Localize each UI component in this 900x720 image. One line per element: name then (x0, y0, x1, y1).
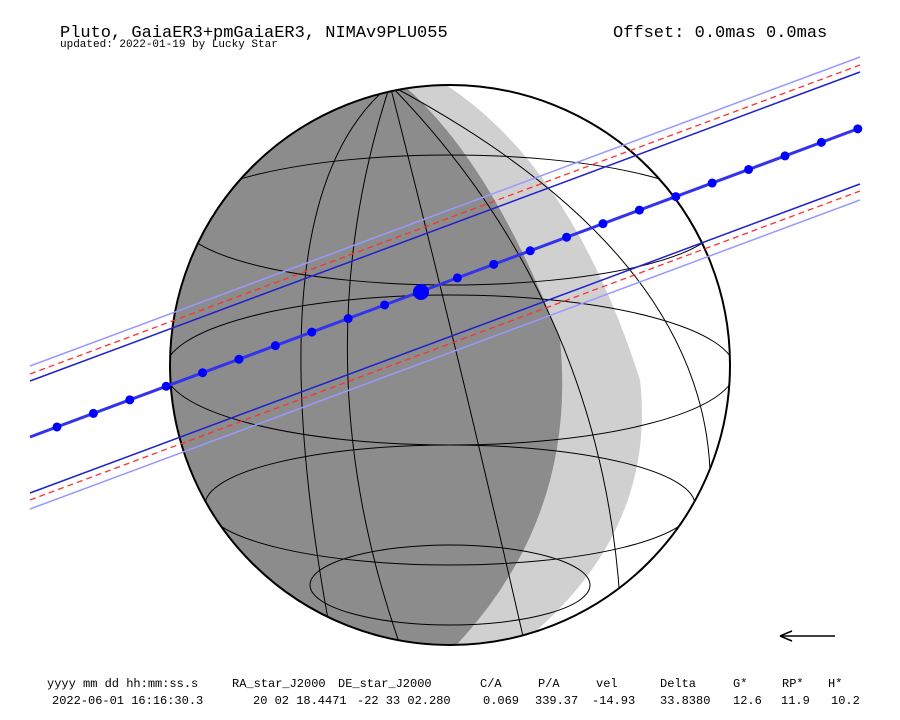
time-dot (125, 395, 135, 405)
column-header: G* (733, 677, 747, 691)
cell: 12.6 (733, 694, 762, 708)
cell: -22 33 02.280 (357, 694, 451, 708)
time-dot (52, 422, 62, 432)
night (170, 85, 563, 645)
offset: Offset: 0.0mas 0.0mas (613, 24, 827, 43)
time-dot (489, 259, 499, 269)
shadow-path (29, 56, 863, 510)
uncertainty-line (29, 64, 861, 375)
cell: 0.069 (483, 694, 519, 708)
limit-line (29, 56, 861, 367)
cell: 339.37 (535, 694, 578, 708)
time-dot (744, 164, 754, 174)
cell: 10.2 (831, 694, 860, 708)
column-header: yyyy mm dd hh:mm:ss.s (47, 677, 198, 691)
time-dot (343, 314, 353, 324)
column-header: C/A (480, 677, 502, 691)
column-header: vel (596, 677, 618, 691)
time-dot (88, 408, 98, 418)
column-header: RP* (782, 677, 804, 691)
shadow-edge (29, 71, 861, 382)
time-dot (853, 124, 863, 134)
cell: 11.9 (781, 694, 810, 708)
time-markers (52, 124, 863, 432)
column-header: P/A (538, 677, 560, 691)
time-dot (161, 381, 171, 391)
time-dot (234, 354, 244, 364)
time-dot (380, 300, 390, 310)
event-table: yyyy mm dd hh:mm:ss.s RA_star_J2000 DE_sta… (47, 677, 860, 708)
time-dot (525, 246, 535, 256)
direction-arrow (779, 630, 835, 642)
time-dot (780, 151, 790, 161)
column-header: Delta (660, 677, 696, 691)
time-dot (707, 178, 717, 188)
globe-shading (170, 85, 730, 645)
closest-approach (413, 284, 429, 300)
time-dot (671, 192, 681, 202)
time-dot (452, 273, 462, 283)
time-dot (816, 137, 826, 147)
cell: 20 02 18.4471 (253, 694, 347, 708)
time-dot (598, 219, 608, 229)
time-dot (562, 232, 572, 242)
column-header: DE_star_J2000 (338, 677, 432, 691)
limit-line (29, 199, 861, 510)
cell: -14.93 (592, 694, 635, 708)
cell: 2022-06-01 16:16:30.3 (52, 694, 203, 708)
column-header: H* (828, 677, 842, 691)
title: Pluto, GaiaER3+pmGaiaER3, NIMAv9PLU055 (60, 24, 448, 43)
shadow-edge (29, 183, 861, 494)
updated-note: updated: 2022-01-19 by Lucky Star (60, 39, 278, 51)
globe-outline (169, 84, 731, 646)
time-dot (634, 205, 644, 215)
column-header: RA_star_J2000 (232, 677, 326, 691)
uncertainty-line (29, 190, 861, 501)
time-dot (198, 368, 208, 378)
time-dot (307, 327, 317, 337)
cell: 33.8380 (660, 694, 710, 708)
time-dot (270, 341, 280, 351)
